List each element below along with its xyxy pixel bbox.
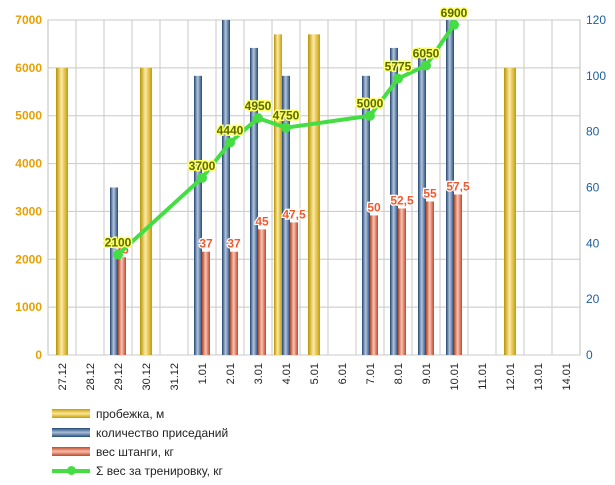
- line-data-label: 5000: [357, 97, 384, 111]
- x-tick-label: 12.01: [505, 363, 517, 391]
- y-right-tick-label: 120: [586, 13, 606, 27]
- y-left-tick-label: 3000: [15, 204, 42, 218]
- line-point: [421, 60, 431, 71]
- line-data-label: 5775: [385, 60, 412, 74]
- line-point: [197, 172, 207, 183]
- legend-label: вес штанги, кг: [96, 444, 174, 459]
- x-tick-label: 31.12: [169, 363, 181, 391]
- line-point: [225, 137, 235, 148]
- bar-0-0: [56, 67, 68, 355]
- x-tick-label: 2.01: [225, 363, 237, 384]
- legend-swatch: [52, 447, 90, 456]
- x-tick-label: 10.01: [449, 363, 461, 391]
- legend-item: пробежка, м: [52, 404, 228, 423]
- legend-label: пробежка, м: [96, 406, 165, 421]
- line-point: [365, 110, 375, 121]
- bar-data-label: 37: [199, 237, 213, 251]
- legend-swatch: [52, 466, 90, 475]
- bar-0-3: [140, 67, 152, 355]
- x-tick-label: 1.01: [197, 363, 209, 384]
- x-tick-label: 29.12: [113, 363, 125, 391]
- x-tick-label: 11.01: [477, 363, 489, 390]
- x-tick-label: 6.01: [337, 363, 349, 384]
- bar-1-5: [194, 75, 202, 355]
- legend-swatch: [52, 409, 90, 418]
- bar-data-label: 55: [423, 186, 437, 200]
- y-right-tick-label: 40: [586, 236, 600, 250]
- bar-1-8: [282, 75, 290, 355]
- bar-2-8: [290, 222, 298, 355]
- x-tick-label: 8.01: [393, 363, 405, 384]
- line-data-label: 6900: [441, 6, 468, 20]
- x-tick-label: 14.01: [561, 363, 573, 391]
- bar-2-7: [258, 229, 266, 355]
- bar-0-8: [274, 34, 282, 355]
- x-tick-label: 4.01: [281, 363, 293, 384]
- bar-2-14: [454, 194, 462, 355]
- x-tick-label: 5.01: [309, 363, 321, 384]
- line-point: [281, 122, 291, 133]
- line-point: [449, 19, 459, 30]
- line-point: [393, 73, 403, 84]
- y-left-tick-label: 6000: [15, 61, 42, 75]
- line-data-label: 6050: [413, 46, 440, 60]
- bar-0-9: [308, 34, 320, 355]
- y-left-tick-label: 2000: [15, 252, 42, 266]
- x-tick-label: 3.01: [253, 363, 265, 384]
- bar-data-label: 57,5: [446, 179, 470, 193]
- bar-1-6: [222, 20, 230, 355]
- bar-data-label: 45: [255, 214, 269, 228]
- line-data-label: 4950: [245, 99, 272, 113]
- bar-data-label: 37: [227, 237, 241, 251]
- bar-2-13: [426, 201, 434, 355]
- legend-label: количество приседаний: [96, 425, 229, 440]
- legend-item: количество приседаний: [52, 423, 228, 442]
- bar-1-2: [110, 187, 118, 355]
- x-tick-label: 28.12: [85, 363, 97, 391]
- y-right-tick-label: 80: [586, 125, 600, 139]
- y-right-tick-label: 20: [586, 292, 600, 306]
- bar-1-7: [250, 47, 258, 356]
- x-tick-label: 13.01: [533, 363, 545, 391]
- bar-2-5: [202, 251, 210, 355]
- line-data-label: 2100: [105, 236, 132, 250]
- bar-1-11: [362, 75, 370, 355]
- bar-2-11: [370, 215, 378, 355]
- y-right-tick-label: 100: [586, 69, 606, 83]
- bar-1-14: [446, 20, 454, 355]
- y-left-tick-label: 7000: [15, 13, 42, 27]
- x-tick-label: 27.12: [57, 363, 69, 391]
- line-data-label: 3700: [189, 159, 216, 173]
- legend-item: Σ вес за тренировку, кг: [52, 461, 228, 480]
- y-left-tick-label: 0: [35, 348, 42, 362]
- x-tick-label: 7.01: [365, 363, 377, 384]
- bar-1-12: [390, 47, 398, 356]
- legend-label: Σ вес за тренировку, кг: [96, 463, 223, 478]
- y-left-tick-label: 5000: [15, 109, 42, 123]
- y-left-tick-label: 1000: [15, 300, 42, 314]
- y-right-tick-label: 0: [586, 348, 593, 362]
- bar-2-12: [398, 208, 406, 355]
- bar-data-label: 47,5: [282, 207, 306, 221]
- legend: пробежка, м количество приседаний вес штан…: [52, 404, 228, 480]
- line-point: [253, 113, 263, 124]
- bar-2-6: [230, 251, 238, 355]
- x-tick-label: 9.01: [421, 363, 433, 384]
- bar-2-2: [118, 257, 126, 355]
- line-data-label: 4440: [217, 124, 244, 138]
- bar-data-label: 52,5: [390, 193, 414, 207]
- bar-1-13: [418, 47, 426, 356]
- bar-0-16: [504, 67, 516, 355]
- legend-item: вес штанги, кг: [52, 442, 228, 461]
- bar-data-label: 50: [367, 200, 381, 214]
- line-data-label: 4750: [273, 109, 300, 123]
- y-left-tick-label: 4000: [15, 157, 42, 171]
- y-right-tick-label: 60: [586, 181, 600, 195]
- legend-swatch: [52, 428, 90, 437]
- line-point: [113, 249, 123, 260]
- x-tick-label: 30.12: [141, 363, 153, 391]
